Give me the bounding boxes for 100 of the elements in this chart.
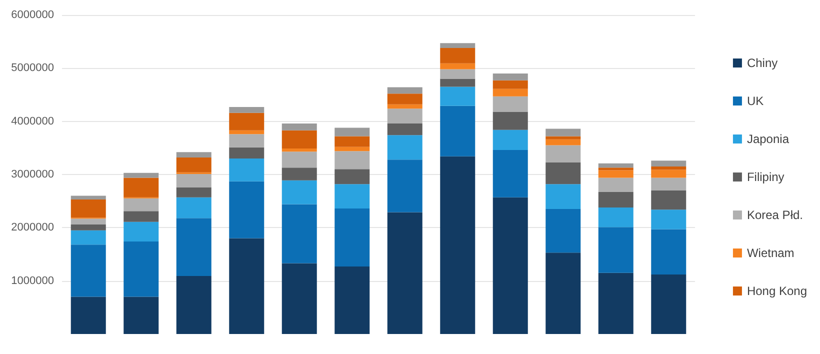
bar <box>546 145 581 162</box>
y-tick-label: 3000000 <box>11 168 54 180</box>
legend-label: Filipiny <box>746 170 784 184</box>
bar <box>229 112 264 130</box>
bar <box>546 252 581 334</box>
y-tick-label: 2000000 <box>11 222 54 234</box>
bar <box>440 156 476 334</box>
bar <box>440 106 476 156</box>
bar <box>440 63 476 70</box>
bar <box>546 184 581 210</box>
bar <box>598 272 634 334</box>
bar <box>387 212 422 334</box>
bar <box>124 296 159 334</box>
bar <box>651 170 686 178</box>
bar <box>124 198 159 212</box>
bar <box>651 229 686 274</box>
bar <box>282 180 317 204</box>
bar <box>334 208 370 266</box>
bar <box>440 48 476 64</box>
bar <box>176 152 212 158</box>
bar <box>334 266 370 334</box>
bar <box>546 128 581 136</box>
bar <box>598 168 634 170</box>
bar <box>70 196 106 200</box>
bar <box>124 178 159 198</box>
bar <box>334 136 370 147</box>
bar <box>124 172 159 178</box>
bar <box>440 69 476 79</box>
bar <box>387 108 422 124</box>
bar <box>440 86 476 106</box>
bar <box>598 170 634 178</box>
bar <box>176 218 212 276</box>
bar <box>176 187 212 198</box>
bar <box>282 204 317 264</box>
bar <box>492 73 528 80</box>
bar <box>651 166 686 170</box>
bar <box>598 192 634 208</box>
bar <box>70 296 106 334</box>
bar <box>334 151 370 170</box>
bar <box>387 123 422 136</box>
bar <box>124 222 159 242</box>
bar <box>440 43 476 48</box>
legend-label: Wietnam <box>746 246 794 260</box>
bar <box>651 178 686 190</box>
bar <box>492 112 528 130</box>
y-tick-label: 1000000 <box>11 274 54 287</box>
bar <box>229 147 264 159</box>
bar <box>70 230 106 245</box>
bar <box>70 199 106 218</box>
bar <box>124 241 159 297</box>
bar <box>598 178 634 192</box>
bar <box>598 227 634 273</box>
bar <box>334 128 370 136</box>
bar <box>70 244 106 297</box>
legend-label: Hong Kong <box>746 284 807 298</box>
bar <box>229 106 264 113</box>
bar <box>176 157 212 172</box>
bar <box>176 197 212 218</box>
bar <box>229 181 264 238</box>
bar <box>70 224 106 230</box>
legend-label: Japonia <box>746 132 790 146</box>
bar <box>546 209 581 253</box>
legend-label: Korea Płd. <box>746 208 803 222</box>
legend-label: UK <box>746 94 764 108</box>
bar <box>651 210 686 230</box>
bar <box>229 134 264 148</box>
bar <box>598 163 634 168</box>
bar <box>124 211 159 222</box>
bar <box>492 80 528 89</box>
bar <box>387 94 422 104</box>
bar <box>492 197 528 334</box>
bar <box>651 160 686 167</box>
bar <box>282 123 317 130</box>
bar <box>176 174 212 188</box>
bar <box>334 169 370 184</box>
bar <box>70 218 106 224</box>
bar <box>387 87 422 94</box>
bar <box>492 150 528 198</box>
bar <box>492 96 528 112</box>
y-tick-label: 4000000 <box>11 115 54 128</box>
bar <box>282 168 317 180</box>
bar <box>651 274 686 334</box>
bar <box>492 88 528 96</box>
bar <box>546 136 581 140</box>
bar <box>334 146 370 152</box>
bar <box>492 130 528 150</box>
bar <box>229 238 264 334</box>
bar <box>387 160 422 212</box>
bar <box>546 139 581 146</box>
bar <box>229 158 264 182</box>
y-tick-label: 6000000 <box>11 9 54 21</box>
bar <box>440 78 476 87</box>
bar <box>176 276 212 334</box>
legend-label: Chiny <box>746 56 778 70</box>
y-tick-label: 5000000 <box>11 62 54 74</box>
bar <box>282 263 317 334</box>
bar <box>651 190 686 210</box>
bar <box>282 152 317 168</box>
bar <box>546 162 581 184</box>
bar <box>229 130 264 134</box>
